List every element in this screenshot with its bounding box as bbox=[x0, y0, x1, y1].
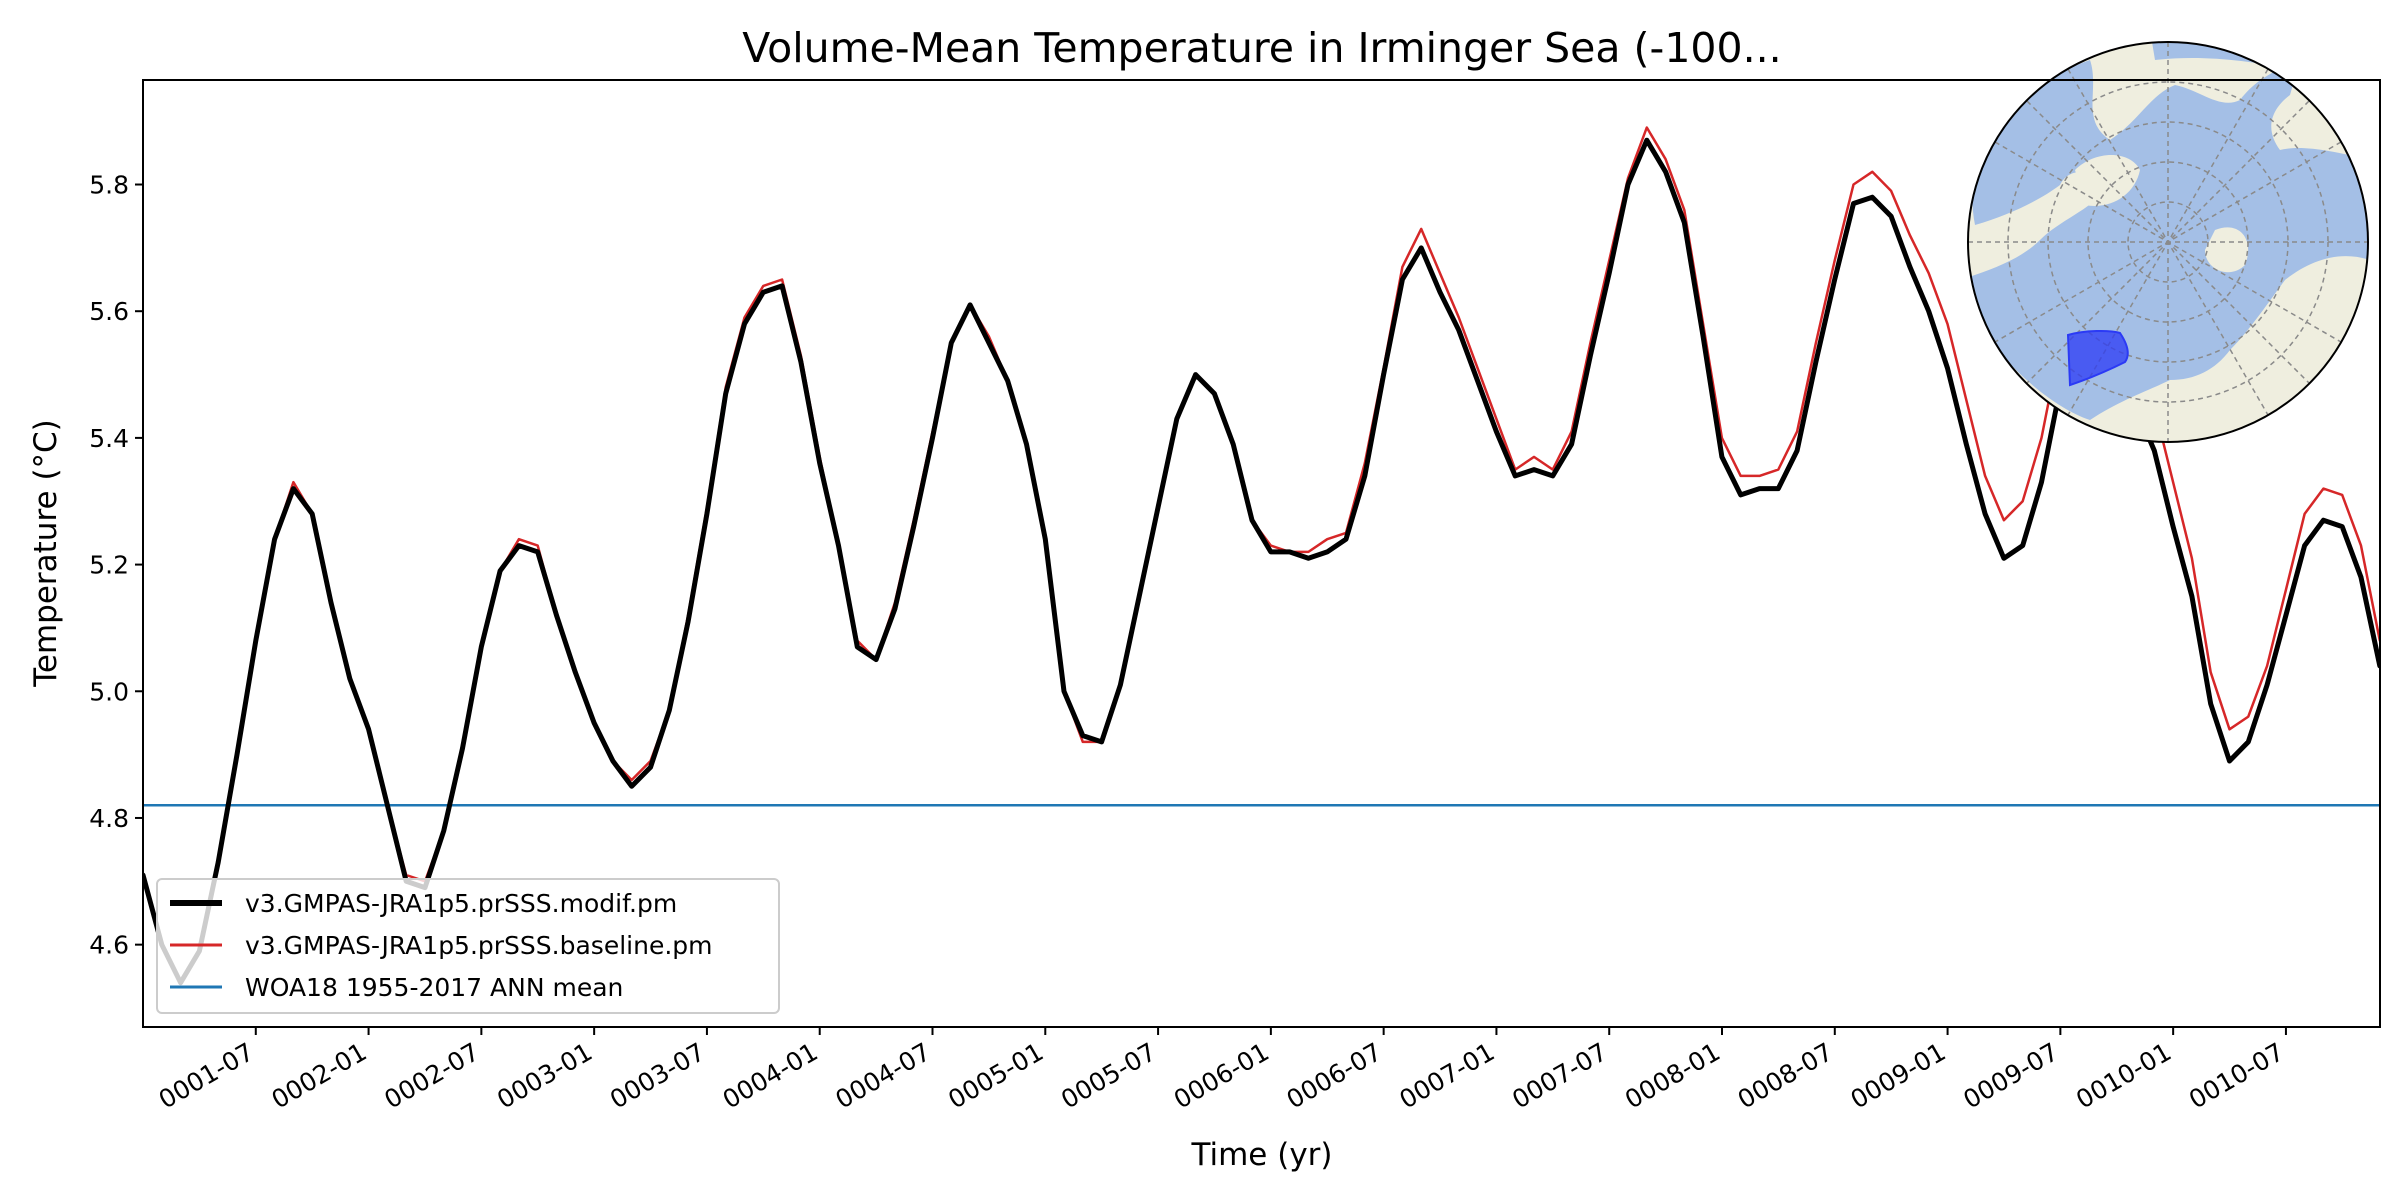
y-tick-label: 5.4 bbox=[89, 424, 129, 453]
map-border bbox=[1967, 41, 2369, 443]
y-tick-label: 5.8 bbox=[89, 171, 129, 200]
y-axis-ticks: 4.6 4.8 5.0 5.2 5.4 5.6 5.8 bbox=[89, 171, 143, 960]
y-tick-label: 5.6 bbox=[89, 297, 129, 326]
polar-map-inset bbox=[1967, 41, 2369, 443]
series-lines bbox=[143, 126, 2380, 986]
plot-frame bbox=[142, 79, 2381, 1028]
legend-box bbox=[156, 878, 780, 1014]
chart-title: Volume-Mean Temperature in Irminger Sea … bbox=[742, 24, 1781, 72]
y-tick-label: 4.8 bbox=[89, 804, 129, 833]
irminger-sea-region bbox=[2066, 329, 2129, 387]
legend-label-modif: v3.GMPAS-JRA1p5.prSSS.modif.pm bbox=[245, 889, 677, 918]
legend: v3.GMPAS-JRA1p5.prSSS.modif.pm v3.GMPAS-… bbox=[156, 878, 780, 1014]
y-axis-label: Temperature (°C) bbox=[28, 419, 64, 688]
y-tick-label: 5.0 bbox=[89, 677, 129, 706]
series-line-0 bbox=[143, 137, 2380, 986]
legend-label-baseline: v3.GMPAS-JRA1p5.prSSS.baseline.pm bbox=[245, 931, 713, 960]
legend-label-woa18: WOA18 1955-2017 ANN mean bbox=[245, 973, 623, 1002]
y-tick-label: 5.2 bbox=[89, 551, 129, 580]
y-tick-label: 4.6 bbox=[89, 931, 129, 960]
x-axis-label: Time (yr) bbox=[1191, 1137, 1333, 1173]
